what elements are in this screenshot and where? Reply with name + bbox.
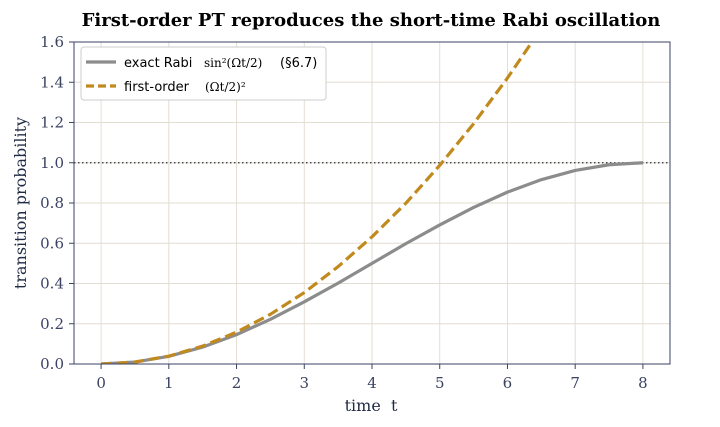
y-tick-label: 1.0 (40, 154, 64, 172)
x-axis-label: time t (345, 396, 398, 415)
x-axis: 0 1 2 3 4 5 6 7 8 (96, 364, 648, 392)
x-tick-label: 7 (570, 374, 580, 392)
series-line-first-order (100, 42, 534, 364)
y-tick-label: 0.4 (40, 275, 64, 293)
series-line-exact-rabi (100, 161, 644, 364)
x-tick-label: 6 (503, 374, 513, 392)
legend-box (80, 46, 327, 101)
x-tick-label: 4 (367, 374, 377, 392)
x-tick-label: 1 (164, 374, 174, 392)
legend-note-exact-rabi: (§6.7) (280, 56, 317, 71)
x-tick-label: 5 (435, 374, 445, 392)
x-tick-label: 3 (299, 374, 309, 392)
y-tick-label: 1.2 (40, 114, 64, 132)
y-tick-label: 0.8 (40, 194, 64, 212)
legend-label-first-order: first-order (124, 80, 190, 95)
legend-formula-first-order: (Ωt/2)² (205, 80, 246, 94)
legend-formula-exact-rabi: sin²(Ωt/2) (204, 56, 262, 70)
chart-title: First-order PT reproduces the short-time… (82, 10, 661, 31)
y-axis: 0.0 0.2 0.4 0.6 0.8 1.0 1.2 1.4 1.6 (40, 33, 74, 373)
y-tick-label: 0.0 (40, 355, 64, 373)
y-axis-label: transition probability (11, 117, 30, 289)
legend: exact Rabi sin²(Ωt/2) (§6.7) first-order… (80, 46, 327, 101)
y-tick-label: 0.6 (40, 234, 64, 252)
legend-label-exact-rabi: exact Rabi (124, 56, 192, 71)
x-tick-label: 0 (96, 374, 106, 392)
series-layer (100, 42, 644, 364)
y-tick-label: 1.4 (40, 73, 64, 91)
y-tick-label: 1.6 (40, 33, 64, 51)
x-tick-label: 2 (232, 374, 242, 392)
y-tick-label: 0.2 (40, 315, 64, 333)
x-tick-label: 8 (638, 374, 648, 392)
